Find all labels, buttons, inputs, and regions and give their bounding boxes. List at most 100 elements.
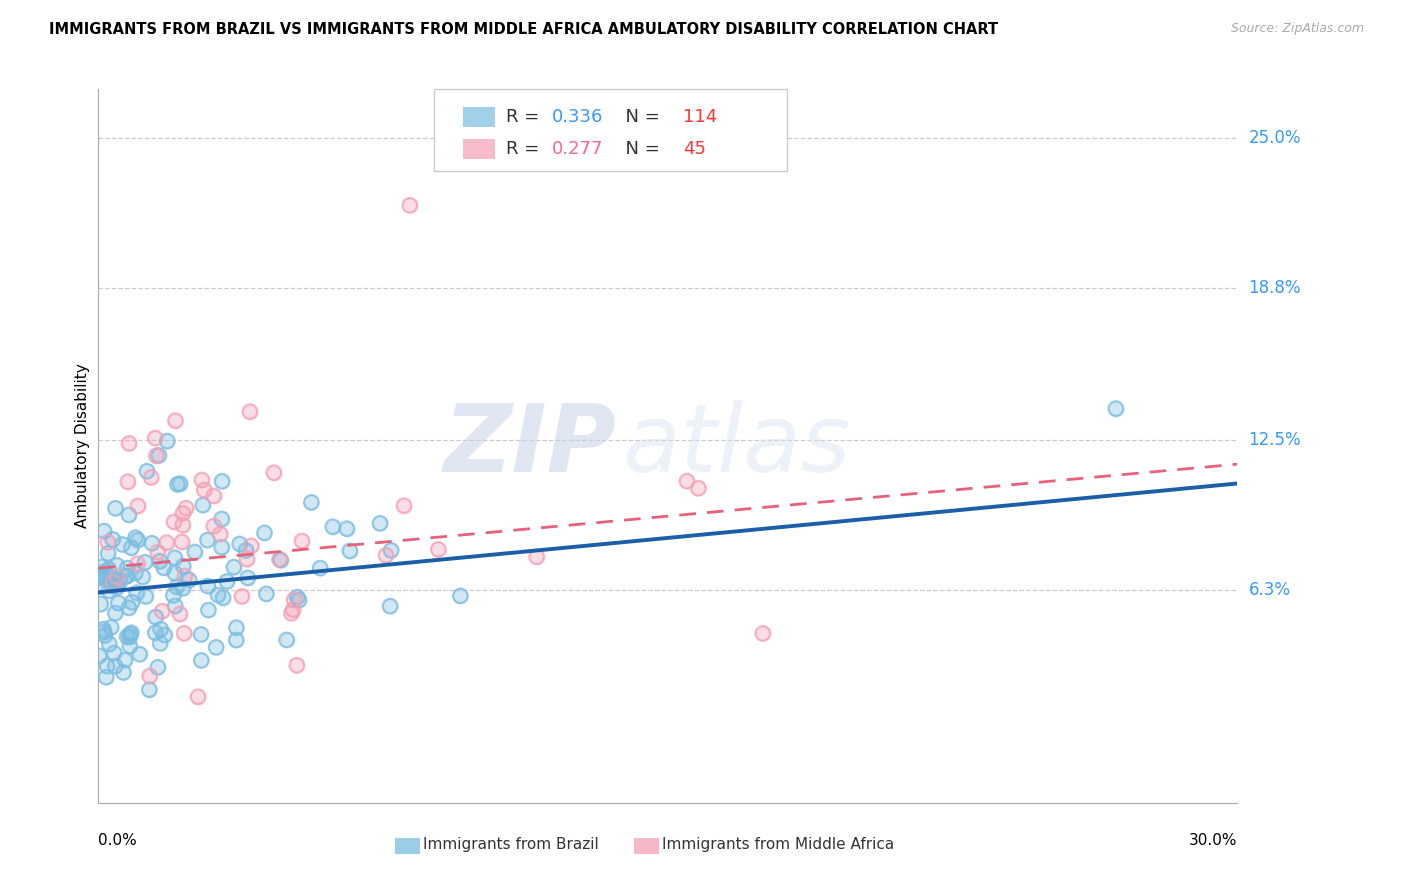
Point [114, 653, 136, 667]
Text: 25.0%: 25.0% [1249, 128, 1301, 146]
Point [105, 570, 128, 584]
Point [322, 519, 344, 533]
Point [299, 495, 322, 509]
Point [270, 553, 292, 567]
Point [93, 624, 115, 639]
Point [299, 495, 322, 509]
Point [283, 592, 305, 607]
Point [90, 597, 112, 611]
Point [100, 620, 122, 634]
Point [228, 537, 250, 551]
Point [94, 569, 117, 583]
Point [149, 636, 172, 650]
Point [105, 574, 128, 588]
Text: 0.277: 0.277 [551, 140, 603, 158]
Point [191, 473, 214, 487]
Point [93, 624, 115, 639]
Point [427, 542, 450, 557]
Point [172, 506, 194, 520]
Point [173, 569, 195, 583]
Point [124, 566, 146, 580]
Point [143, 625, 166, 640]
FancyBboxPatch shape [634, 838, 659, 855]
Point [205, 640, 228, 655]
Point [285, 590, 308, 604]
Point [156, 535, 179, 549]
Point [172, 518, 194, 533]
Point [91, 569, 114, 583]
Point [269, 552, 291, 566]
Point [143, 625, 166, 640]
Point [127, 557, 149, 571]
Point [135, 590, 157, 604]
Point [211, 512, 233, 526]
Point [285, 590, 308, 604]
Point [146, 660, 169, 674]
Point [309, 561, 332, 575]
Point [276, 632, 298, 647]
Point [276, 632, 298, 647]
Point [101, 533, 124, 547]
Point [172, 518, 194, 533]
Point [138, 682, 160, 697]
Point [98, 637, 121, 651]
Point [127, 557, 149, 571]
Point [236, 552, 259, 566]
Point [190, 627, 212, 641]
Point [263, 466, 285, 480]
Point [90, 597, 112, 611]
Point [197, 533, 219, 547]
Point [222, 560, 245, 574]
Point [118, 436, 141, 450]
Point [97, 535, 120, 549]
Point [165, 413, 187, 427]
Point [374, 549, 396, 563]
Point [173, 569, 195, 583]
Point [166, 477, 188, 491]
Point [97, 562, 120, 576]
Point [291, 533, 314, 548]
Point [398, 198, 420, 212]
Point [236, 571, 259, 585]
Text: 6.3%: 6.3% [1249, 581, 1291, 599]
Text: Immigrants from Brazil: Immigrants from Brazil [423, 837, 599, 852]
Point [124, 566, 146, 580]
Point [134, 555, 156, 569]
Point [89, 569, 111, 583]
Point [125, 585, 148, 599]
Point [111, 537, 134, 551]
Point [207, 588, 229, 602]
Point [202, 519, 225, 533]
Point [101, 575, 124, 590]
Point [100, 574, 122, 589]
Point [96, 670, 118, 684]
Point [170, 534, 193, 549]
Point [212, 591, 235, 605]
Point [254, 587, 277, 601]
Point [193, 483, 215, 497]
Point [115, 561, 138, 575]
Point [263, 466, 285, 480]
Text: Source: ZipAtlas.com: Source: ZipAtlas.com [1230, 22, 1364, 36]
Point [336, 522, 359, 536]
Point [526, 549, 548, 564]
Point [118, 436, 141, 450]
Text: ZIP: ZIP [444, 400, 617, 492]
Point [141, 536, 163, 550]
Point [148, 449, 170, 463]
Point [211, 475, 233, 489]
Point [254, 587, 277, 601]
Point [145, 610, 167, 624]
Point [209, 527, 232, 541]
Point [135, 590, 157, 604]
Point [149, 554, 172, 568]
Point [225, 621, 247, 635]
Point [145, 610, 167, 624]
Point [172, 559, 194, 574]
Point [253, 525, 276, 540]
Point [94, 628, 117, 642]
Point [120, 541, 142, 555]
Point [117, 475, 139, 489]
Point [1105, 401, 1128, 416]
Text: 0.336: 0.336 [551, 108, 603, 126]
